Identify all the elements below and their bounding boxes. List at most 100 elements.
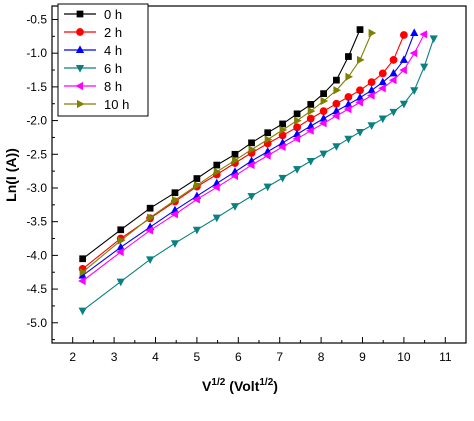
y-tick-label: -1.0: [26, 46, 47, 60]
series-0: [79, 26, 364, 263]
legend-label: 2 h: [104, 25, 122, 40]
data-point: [116, 278, 125, 287]
data-point: [146, 256, 155, 265]
y-tick-label: -4.0: [26, 248, 47, 262]
data-point: [171, 196, 180, 205]
data-point: [319, 150, 328, 159]
x-tick-label: 2: [69, 350, 76, 364]
data-point: [278, 174, 287, 183]
data-point: [356, 86, 364, 95]
data-point: [212, 183, 220, 192]
data-point: [409, 49, 418, 58]
legend: 0 h 2 h 4 h 6 h 8 h 10 h: [57, 3, 149, 117]
x-axis-title-close: ): [273, 378, 278, 394]
data-point: [319, 107, 328, 116]
data-point: [231, 150, 239, 158]
data-point: [378, 77, 387, 86]
series-4: [78, 30, 428, 286]
data-point: [378, 69, 387, 78]
data-point: [332, 99, 341, 108]
series-line: [82, 34, 425, 282]
data-point: [171, 189, 179, 197]
data-point: [344, 93, 353, 101]
data-point: [399, 31, 408, 39]
data-point: [367, 85, 376, 94]
data-point: [78, 276, 86, 286]
data-point: [212, 214, 221, 223]
x-axis-title-main: V: [202, 378, 212, 394]
data-point: [170, 210, 178, 219]
y-tick-label: -2.5: [26, 147, 47, 161]
data-point: [389, 68, 398, 77]
series-3: [78, 35, 438, 316]
legend-label: 8 h: [104, 79, 122, 94]
series-layer: [78, 26, 438, 316]
data-point: [399, 65, 407, 75]
data-point: [264, 129, 272, 137]
data-point: [368, 28, 377, 38]
data-point: [79, 255, 86, 263]
data-point: [246, 160, 255, 170]
data-point: [367, 122, 376, 130]
data-point: [357, 55, 365, 65]
data-point: [170, 240, 180, 248]
legend-marker: [75, 45, 85, 54]
legend-marker: [75, 65, 85, 73]
data-point: [192, 226, 202, 235]
data-point: [193, 175, 201, 182]
legend-item: 4 h: [64, 43, 122, 58]
data-point: [248, 139, 255, 147]
data-point: [320, 96, 329, 106]
legend-box: [57, 3, 149, 117]
data-point: [278, 142, 286, 151]
data-point: [248, 145, 257, 154]
x-tick-label: 7: [276, 350, 283, 364]
data-point: [230, 171, 238, 180]
data-point: [263, 183, 272, 192]
data-point: [230, 203, 240, 211]
y-axis-title: Ln(I (A)): [3, 148, 19, 202]
data-point: [263, 151, 271, 160]
y-tick-label: -3.5: [26, 215, 47, 229]
data-point: [333, 86, 342, 95]
data-point: [355, 129, 365, 137]
x-tick-label: 11: [439, 350, 452, 364]
data-point: [213, 167, 222, 176]
legend-label: 10 h: [104, 97, 129, 112]
data-point: [367, 78, 376, 87]
y-tick-label: -0.5: [26, 12, 47, 26]
data-point: [355, 98, 364, 107]
y-tick-label: -3.0: [26, 181, 47, 195]
x-tick-label: 4: [152, 350, 159, 364]
data-point: [146, 204, 154, 212]
data-point: [345, 72, 354, 81]
legend-label: 4 h: [104, 43, 122, 58]
x-axis-title-unit-sup: 1/2: [259, 377, 273, 388]
data-point: [116, 247, 124, 257]
x-tick-label: 6: [235, 350, 242, 364]
data-point: [145, 226, 154, 235]
data-point: [367, 91, 375, 100]
legend-marker: [77, 99, 85, 109]
data-point: [332, 143, 341, 151]
data-point: [306, 126, 314, 135]
data-point: [117, 226, 125, 234]
series-5: [79, 28, 377, 277]
data-point: [389, 56, 398, 64]
x-tick-label: 8: [318, 350, 325, 364]
data-point: [333, 76, 340, 84]
data-point: [378, 115, 387, 124]
x-tick-label: 5: [194, 350, 201, 364]
legend-marker: [76, 28, 84, 36]
data-point: [306, 114, 315, 123]
data-point: [429, 35, 438, 43]
data-point: [389, 108, 398, 117]
data-point: [399, 100, 409, 109]
data-point: [356, 26, 364, 33]
y-tick-label: -4.5: [26, 282, 47, 296]
data-point: [117, 236, 126, 245]
data-point: [344, 135, 353, 144]
x-axis: 2 3 4 5 6 7 8 9 10 11: [69, 337, 452, 364]
y-tick-label: -1.5: [26, 80, 47, 94]
data-point: [318, 119, 327, 128]
